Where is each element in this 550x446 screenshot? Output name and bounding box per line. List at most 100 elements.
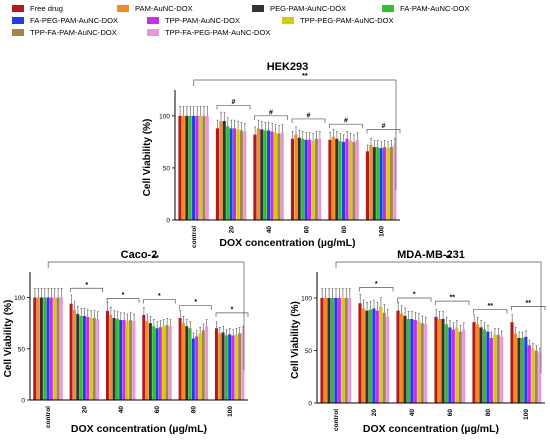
bar [236, 129, 240, 220]
legend-label: TPP-PEG-PAM-AuNC-DOX [300, 16, 394, 25]
bar [355, 139, 359, 220]
bar [372, 147, 376, 220]
bar [406, 319, 410, 403]
bar [76, 313, 80, 400]
chart-panel-2: MDA-MB-231 0 50 100 control 20 40 60 80 100 DOX co… [290, 249, 546, 435]
bar [79, 315, 83, 400]
legend-swatch [382, 5, 394, 12]
bar [297, 137, 301, 220]
bar [185, 326, 189, 400]
bar [273, 132, 277, 220]
x-tick-label: 40 [409, 409, 416, 417]
overall-significance-label: ** [302, 71, 308, 80]
bar [424, 324, 428, 403]
significance-bracket [329, 123, 363, 129]
bar [56, 297, 60, 400]
bar [205, 326, 209, 400]
bar [510, 322, 514, 403]
bar [348, 140, 352, 220]
bar [253, 134, 257, 220]
bar [437, 319, 442, 403]
bar [188, 328, 192, 400]
significance-bracket [473, 309, 508, 314]
significance-label: # [232, 99, 236, 106]
legend-swatch [282, 17, 294, 24]
bar [534, 350, 538, 403]
significance-label: * [158, 293, 161, 300]
bar [229, 128, 233, 220]
bar [382, 147, 387, 220]
bar [89, 318, 93, 400]
legend-item-tpp-peg-pam-aunc-dox: TPP-PEG-PAM-AuNC-DOX [282, 16, 394, 25]
x-tick-label: 80 [341, 226, 348, 234]
bar [294, 134, 298, 220]
legend-label: TPP-FA-PEG-PAM-AuNC-DOX [165, 28, 271, 37]
y-tick-label: 50 [305, 348, 313, 355]
y-axis-label: Cell Viability (%) [290, 301, 301, 379]
legend-item-tpp-fa-pam-aunc-dox: TPP-FA-PAM-AuNC-DOX [12, 28, 117, 37]
bar [486, 331, 490, 403]
bar [219, 121, 223, 220]
significance-label: ** [450, 295, 456, 302]
bar [348, 298, 352, 403]
significance-bracket [215, 312, 249, 317]
y-tick-label: 100 [14, 295, 25, 302]
bar [178, 318, 182, 400]
significance-bracket [366, 129, 401, 134]
bar [352, 141, 356, 220]
x-tick-label: 100 [523, 409, 530, 420]
bar [43, 297, 47, 400]
x-tick-label: 100 [227, 406, 234, 417]
bar [500, 336, 504, 403]
bar [330, 298, 334, 403]
bar [205, 115, 209, 220]
legend-label: FA-PAM-AuNC-DOX [400, 4, 470, 13]
bar [420, 323, 424, 403]
bar [239, 130, 243, 220]
legend-swatch [117, 5, 129, 12]
significance-bracket [359, 287, 394, 292]
bar [125, 321, 129, 400]
significance-bracket [435, 300, 470, 306]
y-tick-label: 100 [301, 296, 312, 303]
y-axis-label: Cell Viability (%) [142, 119, 153, 197]
bar [386, 148, 390, 220]
bar [232, 128, 237, 220]
bar [256, 128, 260, 220]
bar [403, 315, 407, 403]
bar [311, 140, 315, 220]
y-tick-label: 50 [163, 165, 171, 172]
bar [270, 131, 274, 220]
bar [379, 306, 383, 403]
chart-title: MDA-MB-231 [397, 249, 465, 261]
bar [475, 324, 480, 403]
bar [455, 327, 459, 403]
bar [337, 298, 341, 403]
bar [382, 312, 386, 403]
bar [451, 329, 455, 403]
bar [218, 333, 222, 400]
x-tick-label: control [45, 406, 52, 428]
bar [318, 138, 322, 220]
significance-label: # [344, 118, 348, 125]
bar [328, 139, 332, 220]
bar [386, 316, 390, 403]
bar [323, 298, 328, 403]
bar [82, 315, 86, 400]
bar [59, 297, 63, 400]
bar [33, 297, 37, 400]
bar [238, 333, 242, 400]
significance-label: * [85, 282, 88, 289]
bar [527, 345, 531, 403]
y-axis-label: Cell Viability (%) [3, 300, 14, 378]
bar [192, 115, 196, 220]
y-tick-label: 100 [159, 113, 170, 120]
bar [122, 320, 126, 400]
bar [142, 314, 146, 400]
bar [399, 313, 404, 403]
bar [86, 316, 90, 400]
bar [393, 145, 397, 220]
bar [290, 138, 294, 220]
bar [372, 308, 376, 403]
bar [304, 139, 308, 220]
